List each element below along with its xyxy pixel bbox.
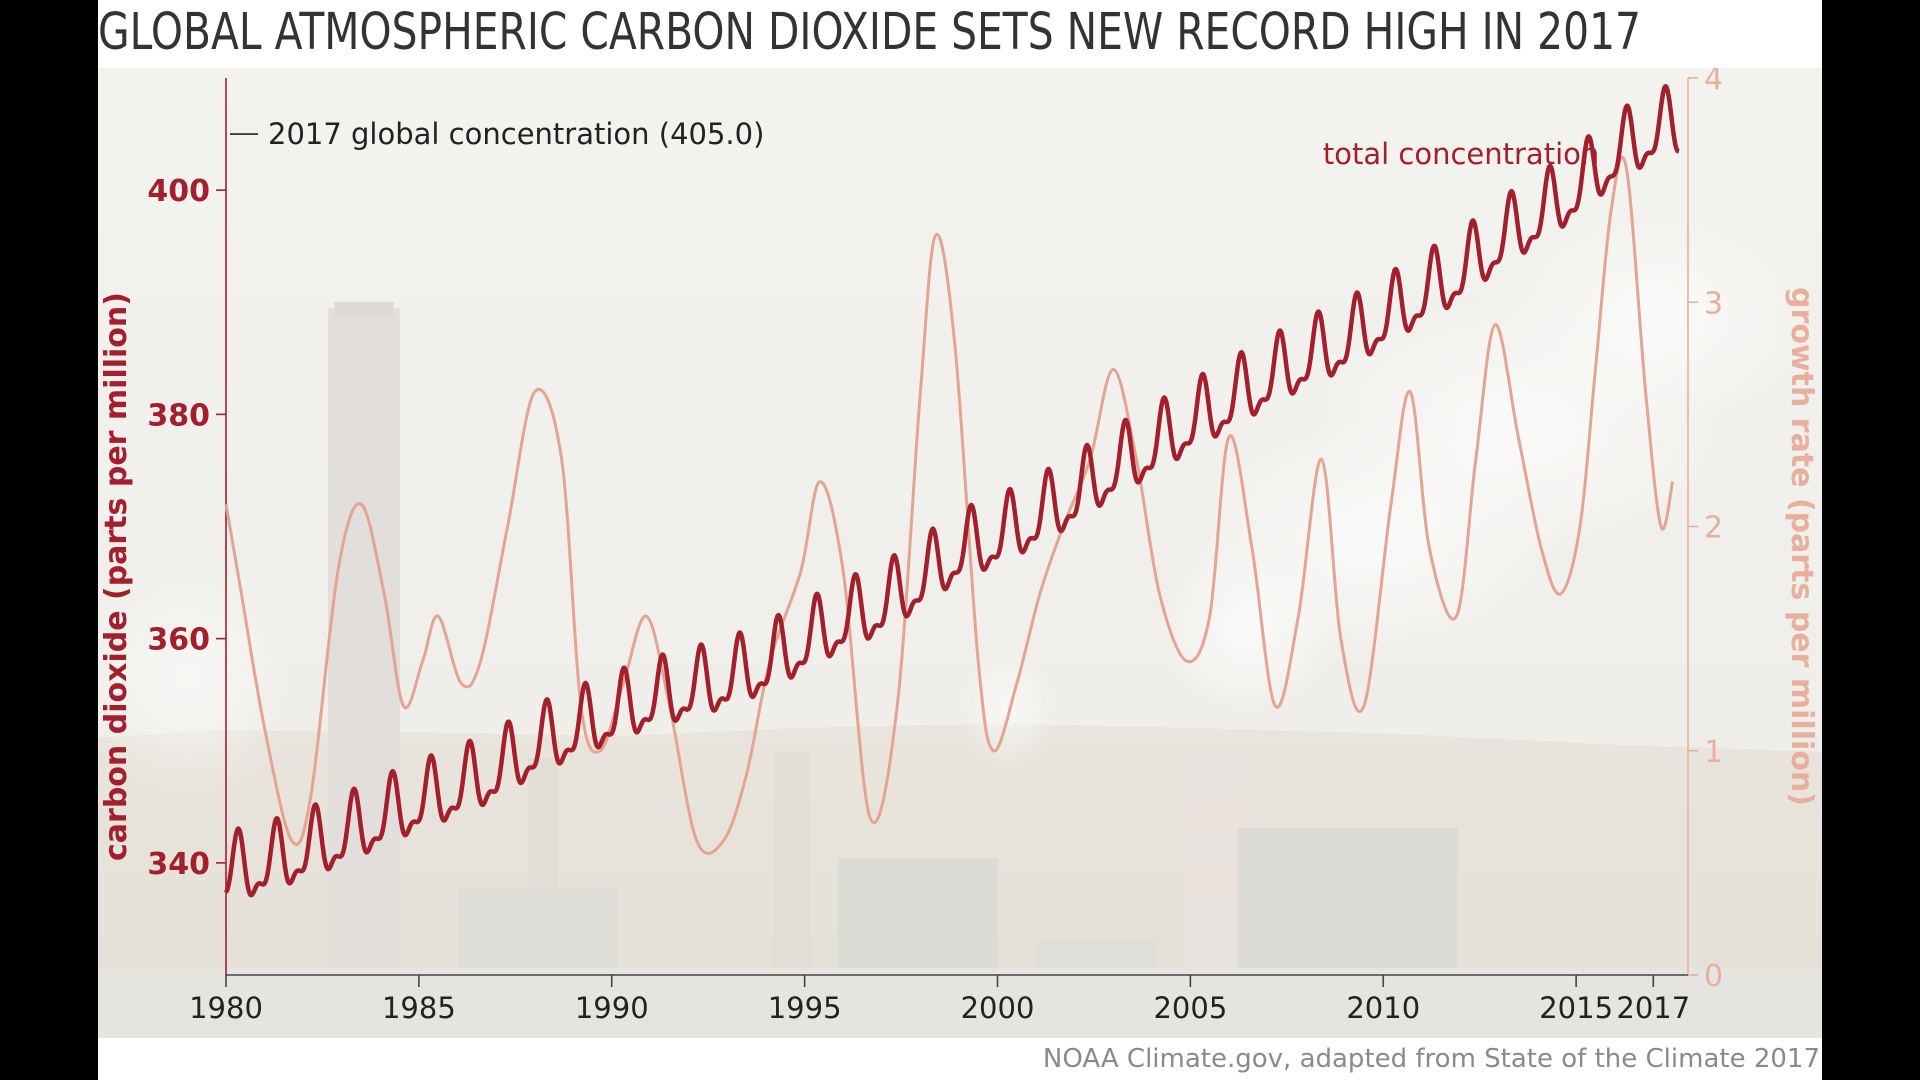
right-y-tick-label: 1 — [1704, 735, 1723, 770]
stack-stripe — [1184, 808, 1240, 830]
axes: 1980 1985 1990 1995 2000 2005 2010 2015 2017 340… — [99, 68, 1819, 1025]
power-plant-background-photo — [98, 68, 1822, 1038]
series-group — [223, 84, 1680, 898]
chart-area: 1980 1985 1990 1995 2000 2005 2010 2015 2017 340… — [98, 68, 1822, 1038]
stack-stripe — [1184, 868, 1240, 890]
left-y-tick-label: 340 — [147, 847, 210, 882]
left-y-tick-label: 400 — [147, 174, 210, 209]
right-y-tick-label: 4 — [1704, 68, 1723, 97]
total-concentration-line — [223, 84, 1680, 898]
source-credit: NOAA Climate.gov, adapted from State of … — [1042, 1044, 1820, 1074]
chart-title: GLOBAL ATMOSPHERIC CARBON DIOXIDE SETS N… — [98, 3, 1641, 62]
smokestack-rim — [334, 302, 394, 318]
left-y-tick-label: 380 — [147, 398, 210, 433]
x-tick-label: 2000 — [961, 991, 1035, 1025]
photo-veil — [98, 68, 1822, 1038]
annotations: 2017 global concentration (405.0) total … — [230, 117, 1599, 171]
smoke-cloud-low — [1158, 538, 1338, 718]
ground — [98, 968, 1822, 1038]
smoke-cloud-small — [958, 648, 1058, 768]
smoke-cloud-top — [1508, 208, 1808, 428]
right-y-tick-label: 3 — [1704, 286, 1723, 321]
right-y-tick-label: 0 — [1704, 959, 1723, 994]
co2-chart-svg: 1980 1985 1990 1995 2000 2005 2010 2015 2017 340… — [98, 68, 1822, 1038]
x-tick-label: 2015 — [1539, 991, 1613, 1025]
smoke-cloud-left — [98, 558, 298, 798]
x-tick-label: 1985 — [382, 991, 456, 1025]
infographic: GLOBAL ATMOSPHERIC CARBON DIOXIDE SETS N… — [98, 0, 1822, 1080]
left-axis-label: carbon dioxide (parts per million) — [99, 292, 134, 861]
x-axis-ticks: 1980 1985 1990 1995 2000 2005 2010 2015 2017 — [189, 975, 1690, 1025]
left-y-axis-ticks: 340 360 380 400 — [147, 174, 226, 882]
tall-smokestack — [328, 308, 400, 1008]
x-tick-label: 2010 — [1346, 991, 1420, 1025]
right-y-tick-label: 2 — [1704, 511, 1723, 546]
x-tick-label: 2017 — [1616, 991, 1690, 1025]
left-y-tick-label: 360 — [147, 623, 210, 658]
total-concentration-label: total concentration — [1323, 137, 1599, 171]
growth-rate-line — [224, 155, 1675, 855]
x-tick-label: 1990 — [575, 991, 649, 1025]
2017-concentration-annotation: 2017 global concentration (405.0) — [268, 117, 764, 151]
x-tick-label: 1995 — [768, 991, 842, 1025]
right-y-axis-ticks: 0 1 2 3 4 — [1688, 68, 1723, 994]
x-tick-label: 1980 — [189, 991, 263, 1025]
right-axis-label: growth rate (parts per million) — [1784, 287, 1819, 806]
x-tick-label: 2005 — [1153, 991, 1227, 1025]
